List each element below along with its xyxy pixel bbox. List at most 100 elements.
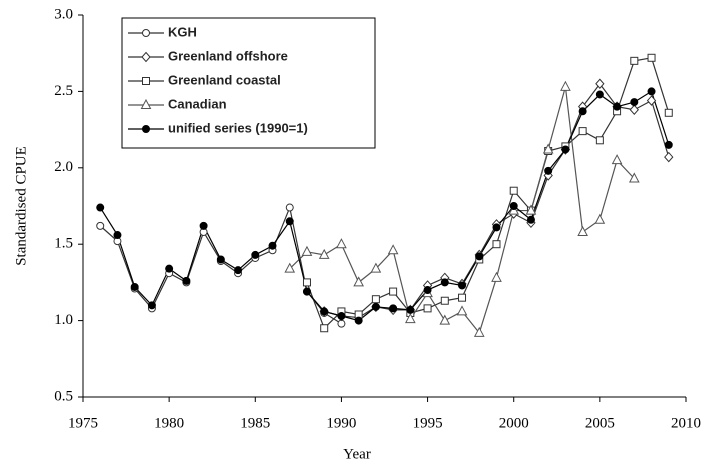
marker xyxy=(492,223,501,232)
marker xyxy=(216,255,225,264)
marker xyxy=(353,276,364,287)
marker xyxy=(371,302,380,311)
marker xyxy=(458,293,467,302)
marker xyxy=(301,245,313,256)
marker xyxy=(664,108,673,117)
y-tick-label: 2.0 xyxy=(54,159,73,175)
series-line xyxy=(99,205,342,325)
marker xyxy=(630,56,639,65)
marker xyxy=(473,326,485,337)
marker xyxy=(492,240,501,249)
marker xyxy=(113,231,122,240)
x-tick-label: 2000 xyxy=(499,415,529,431)
x-tick-label: 1985 xyxy=(240,415,270,431)
marker xyxy=(491,271,502,282)
marker xyxy=(165,264,174,273)
legend-label: Greenland offshore xyxy=(168,48,288,63)
marker xyxy=(560,80,571,91)
marker xyxy=(387,244,399,255)
x-tick-label: 2010 xyxy=(671,415,701,431)
marker xyxy=(509,202,518,210)
marker xyxy=(613,102,622,111)
marker xyxy=(406,305,415,314)
marker xyxy=(96,203,105,212)
marker xyxy=(544,166,553,175)
marker xyxy=(458,281,467,290)
marker xyxy=(320,307,329,316)
marker xyxy=(578,107,587,116)
marker xyxy=(389,304,398,313)
legend: KGH Greenland offshore Greenland coastal Ca… xyxy=(121,17,376,149)
marker xyxy=(595,90,604,99)
marker xyxy=(525,204,537,215)
marker xyxy=(440,296,449,305)
marker xyxy=(142,125,150,133)
marker xyxy=(234,266,243,275)
marker xyxy=(354,316,363,325)
marker xyxy=(647,53,656,62)
marker xyxy=(647,87,656,96)
legend-label: KGH xyxy=(168,24,197,39)
y-tick-label: 0.5 xyxy=(54,388,73,404)
marker xyxy=(268,241,277,250)
marker xyxy=(577,225,588,236)
marker xyxy=(542,143,554,154)
marker xyxy=(337,312,346,321)
marker xyxy=(611,154,623,165)
marker xyxy=(142,77,150,85)
marker xyxy=(595,136,604,145)
marker xyxy=(142,29,150,37)
legend-label: unified series (1990=1) xyxy=(168,120,308,135)
marker xyxy=(594,213,606,224)
x-tick-label: 1995 xyxy=(413,415,443,431)
marker xyxy=(96,221,105,230)
series-line xyxy=(324,82,670,319)
marker xyxy=(318,248,330,259)
marker xyxy=(628,172,640,183)
marker xyxy=(629,104,639,115)
marker xyxy=(423,304,432,313)
marker xyxy=(389,287,398,296)
marker xyxy=(664,151,674,163)
marker xyxy=(199,221,208,230)
marker xyxy=(302,287,311,296)
marker xyxy=(285,217,294,226)
marker xyxy=(371,295,380,304)
x-tick-label: 1980 xyxy=(154,415,184,431)
marker xyxy=(630,98,639,107)
marker xyxy=(140,98,152,109)
marker xyxy=(509,186,518,195)
marker xyxy=(578,127,587,136)
y-tick-label: 2.5 xyxy=(54,83,73,99)
y-tick-label: 3.0 xyxy=(54,6,73,22)
y-tick-label: 1.0 xyxy=(54,312,73,328)
x-axis-label: Year xyxy=(343,446,371,462)
y-axis-label: Standardised CPUE xyxy=(13,146,29,266)
marker xyxy=(561,145,570,154)
marker xyxy=(664,140,673,149)
marker xyxy=(251,250,260,259)
marker xyxy=(302,278,311,287)
marker xyxy=(646,95,657,106)
series-line xyxy=(99,90,670,322)
series-line xyxy=(306,57,670,330)
marker xyxy=(439,314,451,325)
marker xyxy=(440,278,449,287)
x-tick-label: 1975 xyxy=(68,415,98,431)
marker xyxy=(336,238,347,249)
marker xyxy=(182,276,191,285)
marker xyxy=(320,324,329,333)
marker xyxy=(370,262,382,273)
marker xyxy=(405,313,416,324)
marker xyxy=(130,282,139,291)
marker xyxy=(595,78,605,90)
legend-label: Canadian xyxy=(168,96,227,111)
marker xyxy=(456,305,468,316)
marker xyxy=(526,215,535,224)
marker xyxy=(147,301,156,310)
marker xyxy=(423,286,432,295)
marker xyxy=(141,51,151,63)
x-tick-label: 2005 xyxy=(585,415,615,431)
marker xyxy=(285,203,294,212)
